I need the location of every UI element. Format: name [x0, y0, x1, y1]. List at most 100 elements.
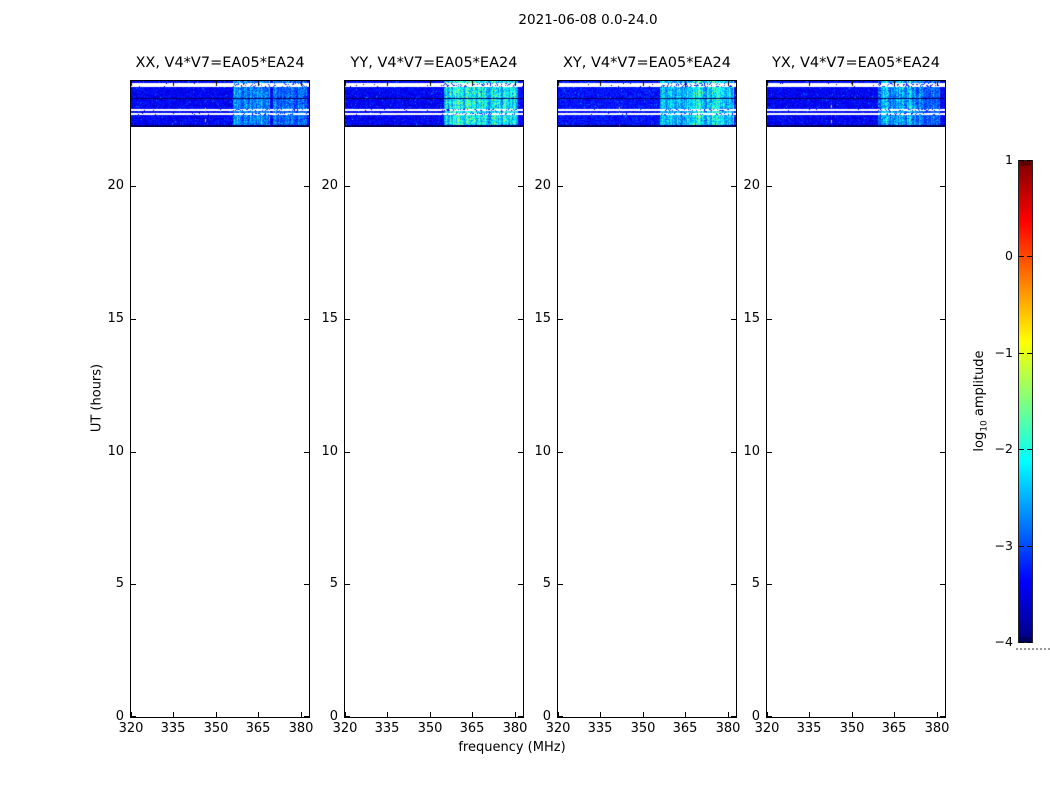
y-tick-mark: [767, 452, 772, 453]
y-tick-mark: [731, 716, 736, 717]
y-tick-mark: [940, 186, 945, 187]
colorbar-tick-mark: [1027, 353, 1032, 354]
y-tick-mark: [304, 452, 309, 453]
x-tick-mark: [767, 712, 768, 717]
y-tick-mark: [940, 319, 945, 320]
y-tick-mark: [304, 584, 309, 585]
axis-y-label: UT (hours): [89, 363, 105, 433]
x-tick-label: 365: [672, 721, 698, 736]
y-tick-mark: [767, 319, 772, 320]
spectrogram-yy: [345, 81, 523, 127]
x-tick-mark: [809, 712, 810, 717]
y-tick-mark: [558, 452, 563, 453]
x-tick-mark: [515, 712, 516, 717]
x-tick-label: 335: [796, 721, 822, 736]
panel-title-yx: YX, V4*V7=EA05*EA24: [771, 55, 940, 71]
panel-frame-yx: [766, 80, 946, 718]
y-tick-label: 20: [107, 178, 124, 193]
colorbar-label-sub: 10: [979, 420, 990, 432]
panel-frame-xy: [557, 80, 737, 718]
x-tick-label: 350: [839, 721, 865, 736]
y-tick-mark: [731, 452, 736, 453]
axis-x-label: frequency (MHz): [458, 740, 566, 755]
y-tick-label: 10: [743, 444, 760, 459]
panel-title-yy: YY, V4*V7=EA05*EA24: [350, 55, 518, 71]
colorbar-tick-mark: [1019, 642, 1024, 643]
colorbar-tick-label: −2: [994, 441, 1013, 456]
x-tick-mark: [852, 712, 853, 717]
x-tick-mark: [131, 712, 132, 717]
spectrogram-xy: [558, 81, 736, 127]
y-tick-label: 5: [751, 576, 760, 591]
y-tick-label: 5: [542, 576, 551, 591]
x-tick-label: 365: [881, 721, 907, 736]
x-tick-label: 320: [545, 721, 571, 736]
x-tick-mark: [258, 712, 259, 717]
y-tick-mark: [345, 186, 350, 187]
y-tick-mark: [131, 716, 136, 717]
y-tick-mark: [131, 186, 136, 187]
colorbar-label-suffix: amplitude: [972, 350, 987, 421]
y-tick-mark: [345, 452, 350, 453]
y-tick-mark: [731, 186, 736, 187]
y-tick-label: 0: [329, 709, 338, 724]
x-tick-mark: [216, 712, 217, 717]
y-tick-mark: [558, 186, 563, 187]
x-tick-mark: [937, 712, 938, 717]
y-tick-label: 10: [534, 444, 551, 459]
y-tick-mark: [767, 716, 772, 717]
x-tick-label: 320: [118, 721, 144, 736]
y-tick-mark: [558, 319, 563, 320]
y-tick-mark: [518, 319, 523, 320]
y-tick-mark: [767, 186, 772, 187]
y-tick-mark: [731, 319, 736, 320]
y-tick-mark: [131, 584, 136, 585]
y-tick-label: 15: [107, 311, 124, 326]
y-tick-mark: [304, 319, 309, 320]
x-tick-label: 320: [332, 721, 358, 736]
x-tick-mark: [558, 712, 559, 717]
x-tick-label: 335: [587, 721, 613, 736]
y-tick-label: 10: [107, 444, 124, 459]
spectrogram-xx: [131, 81, 309, 127]
x-tick-label: 380: [502, 721, 528, 736]
y-tick-mark: [558, 584, 563, 585]
y-tick-mark: [131, 452, 136, 453]
x-tick-mark: [472, 712, 473, 717]
colorbar-label: log10 amplitude: [972, 321, 990, 481]
colorbar-tick-mark: [1027, 160, 1032, 161]
colorbar-tick-mark: [1027, 642, 1032, 643]
y-tick-label: 0: [542, 709, 551, 724]
x-tick-mark: [430, 712, 431, 717]
x-tick-label: 365: [459, 721, 485, 736]
y-tick-label: 20: [534, 178, 551, 193]
colorbar-underflow-dots: [1016, 648, 1050, 650]
colorbar-tick-mark: [1027, 449, 1032, 450]
y-tick-mark: [518, 186, 523, 187]
panel-title-xy: XY, V4*V7=EA05*EA24: [562, 55, 731, 71]
x-tick-mark: [894, 712, 895, 717]
colorbar-tick-mark: [1019, 353, 1024, 354]
colorbar: [1018, 160, 1033, 643]
y-tick-mark: [940, 452, 945, 453]
x-tick-mark: [345, 712, 346, 717]
y-tick-label: 5: [329, 576, 338, 591]
colorbar-gradient: [1019, 161, 1032, 642]
y-tick-mark: [345, 584, 350, 585]
panel-frame-xx: [130, 80, 310, 718]
panel-title-xx: XX, V4*V7=EA05*EA24: [135, 55, 305, 71]
x-tick-label: 335: [160, 721, 186, 736]
y-tick-mark: [731, 584, 736, 585]
x-tick-label: 350: [417, 721, 443, 736]
x-tick-label: 380: [924, 721, 950, 736]
y-tick-mark: [304, 186, 309, 187]
y-tick-label: 15: [743, 311, 760, 326]
x-tick-label: 335: [374, 721, 400, 736]
y-tick-label: 0: [751, 709, 760, 724]
x-tick-label: 350: [630, 721, 656, 736]
colorbar-tick-mark: [1019, 546, 1024, 547]
x-tick-label: 380: [288, 721, 314, 736]
colorbar-tick-label: −1: [994, 345, 1013, 360]
colorbar-tick-label: −4: [994, 634, 1013, 649]
